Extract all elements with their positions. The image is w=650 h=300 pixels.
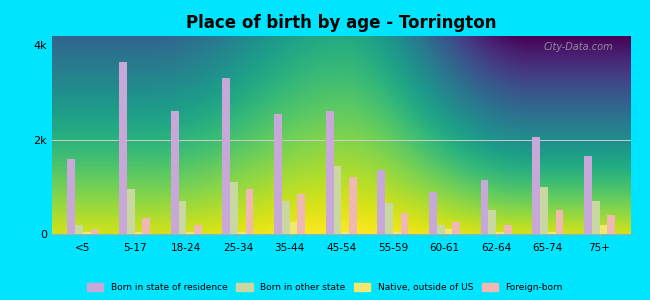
- Bar: [592, 201, 599, 234]
- Bar: [83, 232, 91, 234]
- Bar: [68, 159, 75, 234]
- Bar: [599, 225, 607, 234]
- Bar: [75, 225, 83, 234]
- Bar: [429, 192, 437, 234]
- Bar: [333, 166, 341, 234]
- Legend: Born in state of residence, Born in other state, Native, outside of US, Foreign-: Born in state of residence, Born in othe…: [84, 279, 566, 296]
- Bar: [504, 225, 512, 234]
- Bar: [91, 229, 99, 234]
- Title: Place of birth by age - Torrington: Place of birth by age - Torrington: [186, 14, 497, 32]
- Bar: [297, 194, 305, 234]
- Bar: [445, 229, 452, 234]
- Bar: [393, 232, 400, 234]
- Bar: [400, 213, 408, 234]
- Bar: [127, 189, 135, 234]
- Bar: [326, 111, 333, 234]
- Bar: [540, 187, 548, 234]
- Bar: [341, 232, 349, 234]
- Bar: [135, 232, 142, 234]
- Bar: [274, 114, 282, 234]
- Bar: [452, 222, 460, 234]
- Bar: [142, 218, 150, 234]
- Bar: [282, 201, 290, 234]
- Bar: [246, 189, 254, 234]
- Bar: [385, 203, 393, 234]
- Bar: [187, 232, 194, 234]
- Bar: [532, 137, 540, 234]
- Bar: [548, 232, 556, 234]
- Bar: [238, 232, 246, 234]
- Bar: [437, 225, 445, 234]
- Bar: [556, 210, 564, 234]
- Bar: [481, 180, 488, 234]
- Bar: [607, 215, 615, 234]
- Text: City-Data.com: City-Data.com: [543, 42, 613, 52]
- Bar: [378, 170, 385, 234]
- Bar: [179, 201, 187, 234]
- Bar: [496, 232, 504, 234]
- Bar: [584, 156, 592, 234]
- Bar: [349, 177, 357, 234]
- Bar: [194, 225, 202, 234]
- Bar: [171, 111, 179, 234]
- Bar: [222, 78, 230, 234]
- Bar: [230, 182, 238, 234]
- Bar: [290, 222, 297, 234]
- Bar: [119, 62, 127, 234]
- Bar: [488, 210, 496, 234]
